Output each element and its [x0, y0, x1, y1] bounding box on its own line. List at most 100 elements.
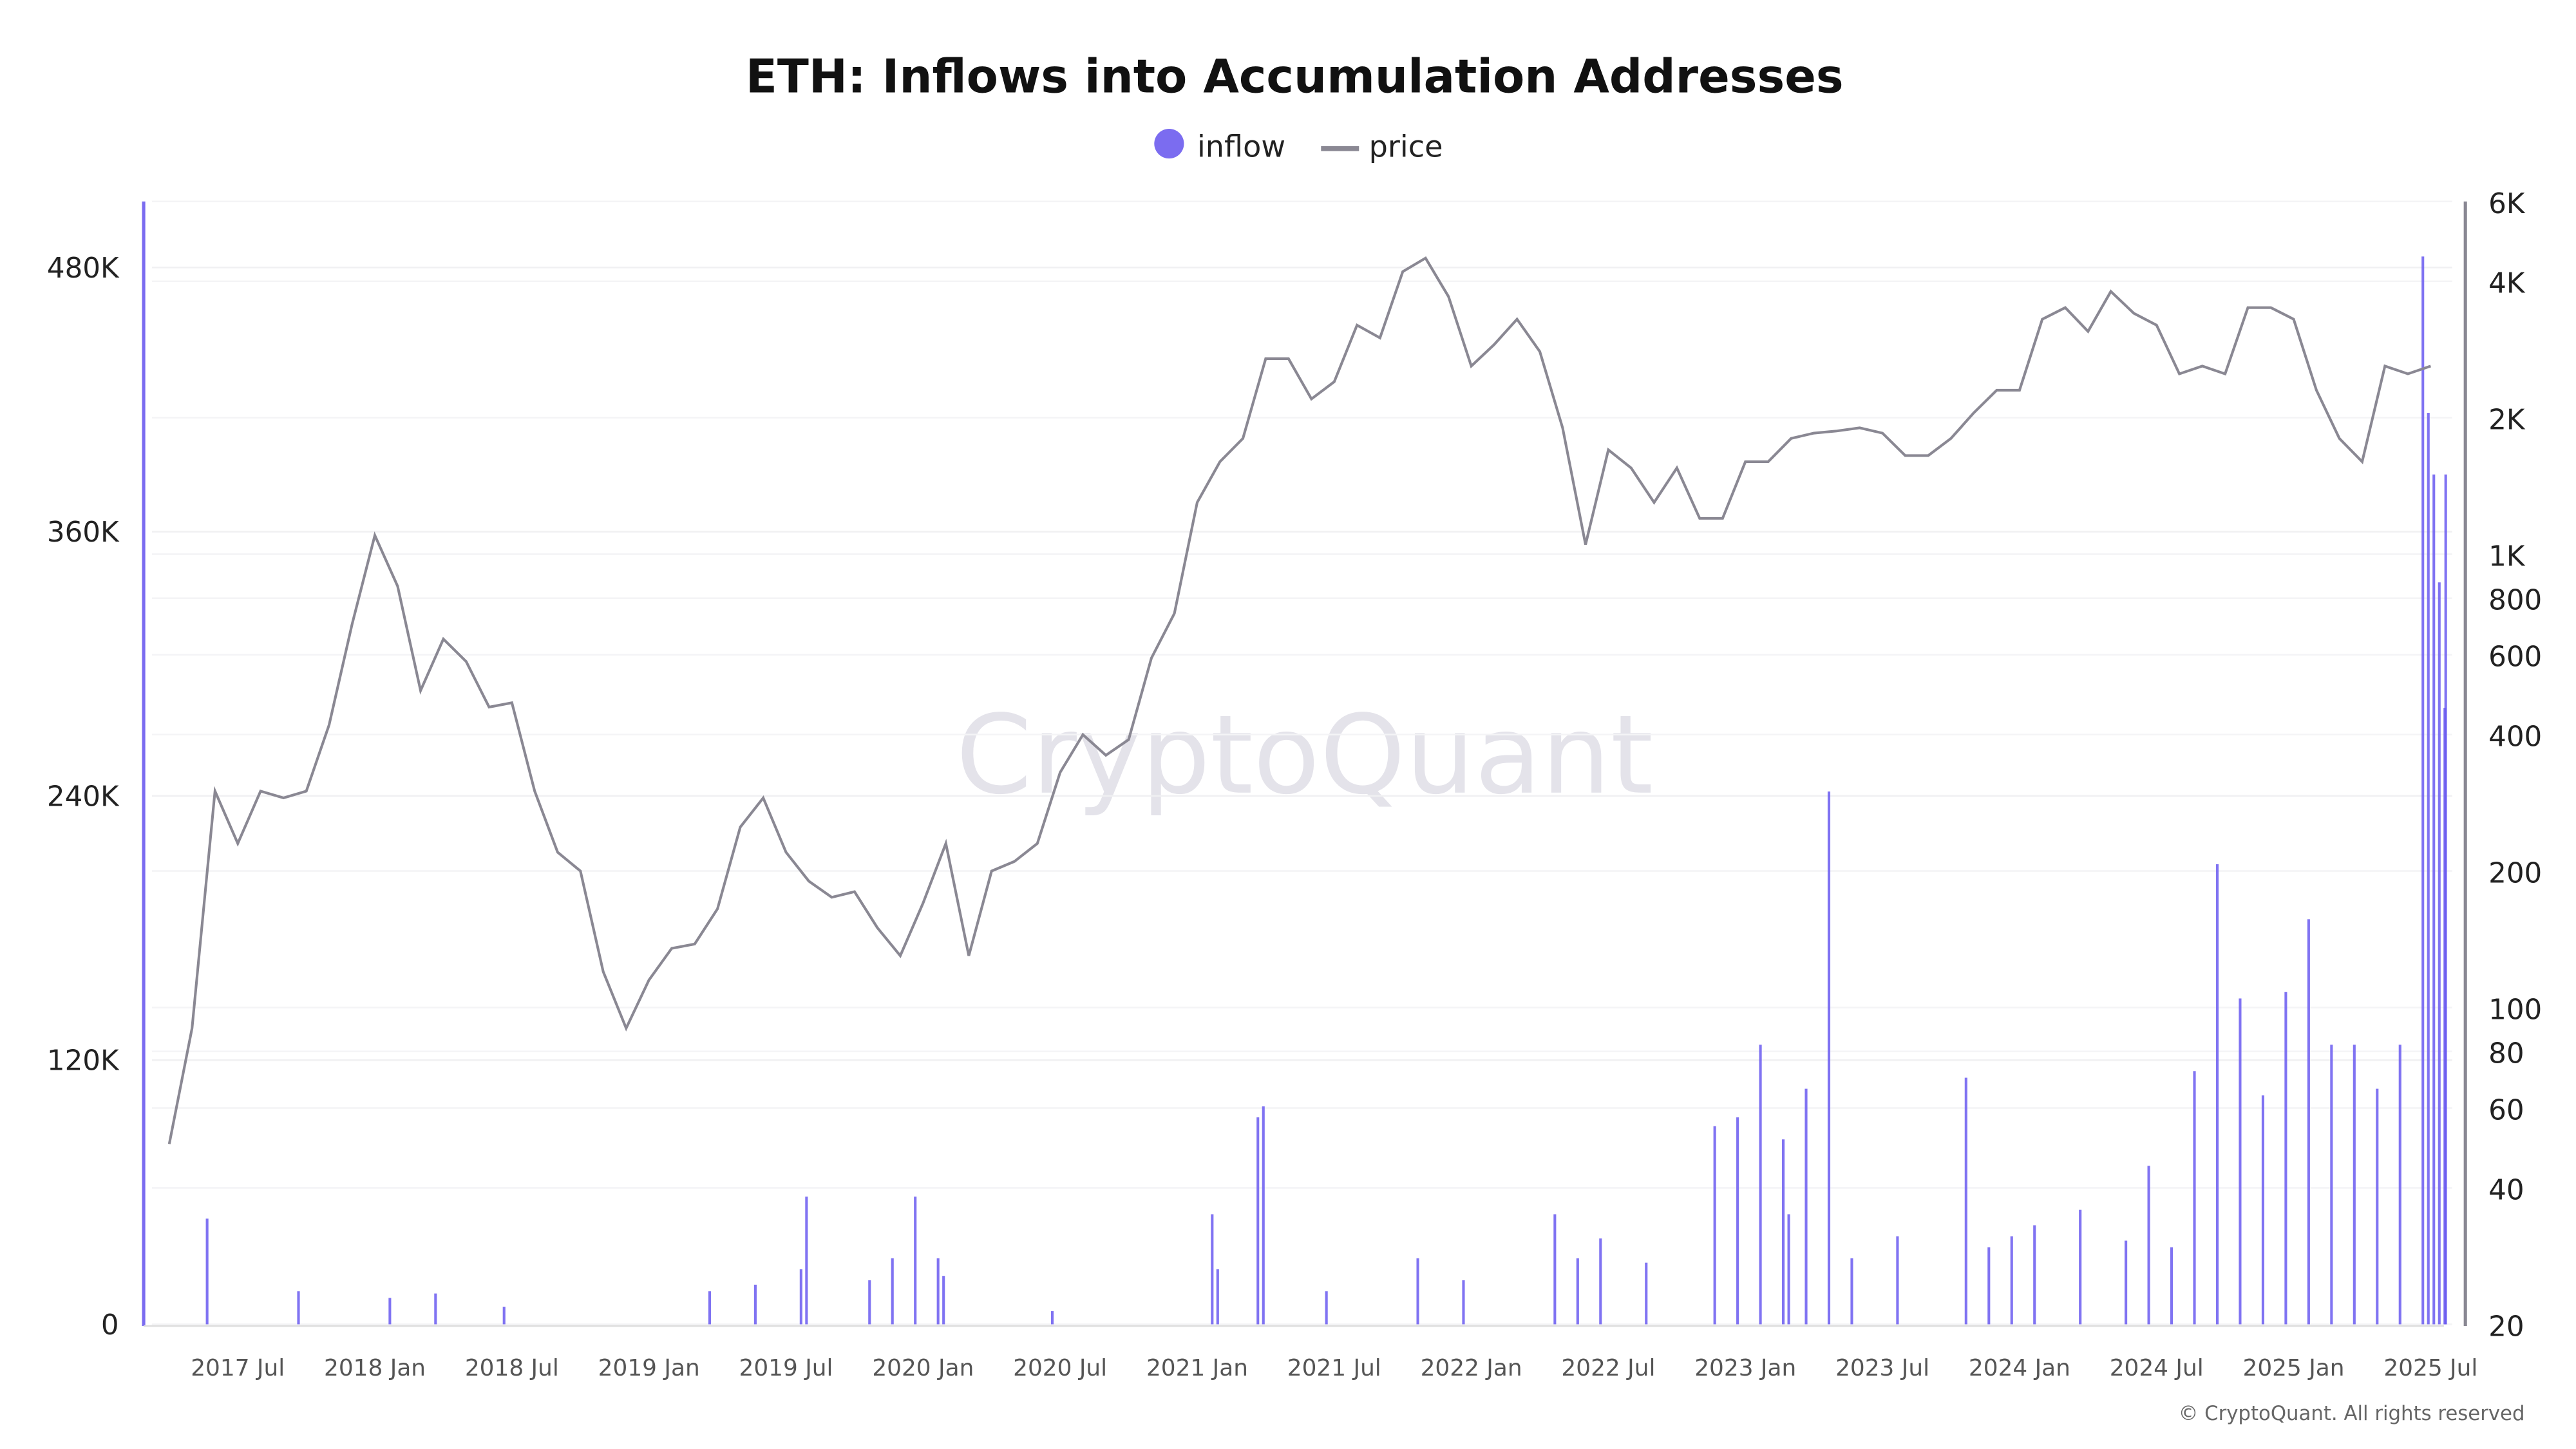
inflow-bar — [2125, 1240, 2128, 1325]
x-tick-label: 2018 Jan — [324, 1355, 426, 1381]
right-tick-label: 20 — [2488, 1311, 2524, 1343]
inflow-bar — [2010, 1236, 2013, 1325]
x-tick-label: 2022 Jan — [1421, 1355, 1522, 1381]
left-tick-label: 120K — [47, 1045, 120, 1077]
chart-title: ETH: Inflows into Accumulation Addresses — [746, 50, 1844, 104]
inflow-bar — [2376, 1088, 2379, 1325]
inflow-bar — [2330, 1045, 2333, 1325]
inflow-bar — [205, 1218, 209, 1325]
x-tick-label: 2024 Jan — [1969, 1355, 2070, 1381]
x-tick-label: 2018 Jul — [465, 1355, 559, 1381]
inflow-bar — [2432, 474, 2436, 1325]
copyright-footer: © CryptoQuant. All rights reserved — [2179, 1402, 2525, 1425]
inflow-bar — [1713, 1126, 1716, 1325]
x-tick-label: 2020 Jan — [872, 1355, 974, 1381]
right-tick-label: 2K — [2488, 404, 2526, 437]
inflow-bar — [942, 1276, 945, 1325]
x-tick-label: 2024 Jul — [2110, 1355, 2204, 1381]
inflow-bar — [1736, 1117, 1739, 1325]
inflow-bar — [2193, 1071, 2196, 1325]
right-tick-label: 80 — [2488, 1038, 2524, 1070]
legend-price-label: price — [1369, 129, 1443, 164]
left-tick-label: 360K — [47, 516, 120, 549]
inflow-bar — [753, 1284, 757, 1325]
inflow-bar — [868, 1280, 871, 1325]
inflow-bar — [502, 1307, 506, 1325]
right-tick-label: 60 — [2488, 1095, 2524, 1127]
inflow-bar — [1645, 1262, 1648, 1325]
inflow-bar — [2398, 1045, 2401, 1325]
inflow-bar — [2353, 1045, 2356, 1325]
right-tick-label: 1K — [2488, 540, 2526, 573]
right-tick-label: 6K — [2488, 188, 2526, 220]
gridlines — [151, 200, 2452, 1325]
inflow-bar — [2284, 992, 2287, 1325]
inflow-bar — [1050, 1311, 1054, 1325]
left-axis-ticks: 0 120K 240K 360K 480K — [47, 252, 120, 1341]
inflow-bar — [1599, 1238, 1602, 1325]
inflow-bars — [205, 256, 2447, 1325]
inflow-bar — [1553, 1214, 1557, 1325]
inflow-bar — [2239, 998, 2242, 1325]
x-tick-label: 2019 Jul — [739, 1355, 833, 1381]
right-axis-ticks: 20 40 60 80 100 200 400 600 800 1K 2K 4K 6K — [2488, 188, 2542, 1343]
price-line — [167, 256, 2432, 1144]
inflow-bar — [936, 1258, 940, 1325]
inflow-bar — [297, 1291, 300, 1325]
inflow-bar — [2033, 1225, 2036, 1325]
x-tick-label: 2025 Jan — [2243, 1355, 2345, 1381]
inflow-bar — [2307, 919, 2310, 1325]
watermark: CryptoQuant — [956, 692, 1653, 819]
inflow-bar — [1787, 1214, 1790, 1325]
x-tick-label: 2025 Jul — [2383, 1355, 2477, 1381]
inflow-bar — [1256, 1117, 1260, 1325]
x-tick-label: 2022 Jul — [1561, 1355, 1655, 1381]
inflow-bar — [1211, 1214, 1214, 1325]
inflow-bar — [2421, 256, 2425, 1325]
left-tick-label: 480K — [47, 252, 120, 285]
left-tick-label: 240K — [47, 781, 120, 813]
inflow-bar — [1262, 1106, 1265, 1325]
inflow-bar — [1827, 791, 1831, 1325]
inflow-bar — [2147, 1166, 2150, 1325]
x-tick-label: 2019 Jan — [598, 1355, 700, 1381]
x-tick-label: 2023 Jul — [1835, 1355, 1929, 1381]
legend: inflow price — [1154, 129, 1443, 164]
inflow-bar — [805, 1197, 808, 1325]
x-axis-ticks: 2017 Jul 2018 Jan 2018 Jul 2019 Jan 2019 Jul… — [191, 1355, 2477, 1381]
inflow-bar — [799, 1269, 802, 1325]
x-tick-label: 2021 Jul — [1287, 1355, 1381, 1381]
inflow-bar — [2444, 474, 2447, 1325]
inflow-bar — [1804, 1088, 1808, 1325]
inflow-bar — [2170, 1247, 2174, 1325]
inflow-bar — [1576, 1258, 1579, 1325]
legend-inflow-label: inflow — [1197, 129, 1285, 164]
legend-item-price[interactable]: price — [1321, 129, 1443, 164]
x-tick-label: 2021 Jan — [1146, 1355, 1248, 1381]
right-tick-label: 4K — [2488, 268, 2526, 300]
right-tick-label: 400 — [2488, 721, 2542, 753]
inflow-bar — [914, 1197, 917, 1325]
inflow-bar — [2261, 1095, 2264, 1325]
inflow-bar — [1759, 1045, 1762, 1325]
inflow-bar — [708, 1291, 712, 1325]
inflow-bar — [1964, 1077, 1967, 1325]
x-tick-label: 2017 Jul — [191, 1355, 285, 1381]
inflow-bar — [2438, 582, 2441, 1325]
inflow-bar — [2079, 1209, 2082, 1325]
inflow-bar — [2427, 413, 2430, 1325]
right-tick-label: 40 — [2488, 1174, 2524, 1206]
left-tick-label: 0 — [101, 1309, 119, 1341]
inflow-bar — [1216, 1269, 1219, 1325]
inflow-bar — [1325, 1291, 1328, 1325]
legend-inflow-marker — [1154, 129, 1184, 159]
inflow-bar — [891, 1258, 894, 1325]
inflow-bar — [1782, 1139, 1785, 1325]
inflow-bar — [1850, 1258, 1853, 1325]
inflow-bar — [2215, 864, 2219, 1325]
right-tick-label: 100 — [2488, 994, 2542, 1026]
inflow-bar — [1462, 1280, 1465, 1325]
right-tick-label: 800 — [2488, 585, 2542, 617]
legend-item-inflow[interactable]: inflow — [1154, 129, 1285, 164]
